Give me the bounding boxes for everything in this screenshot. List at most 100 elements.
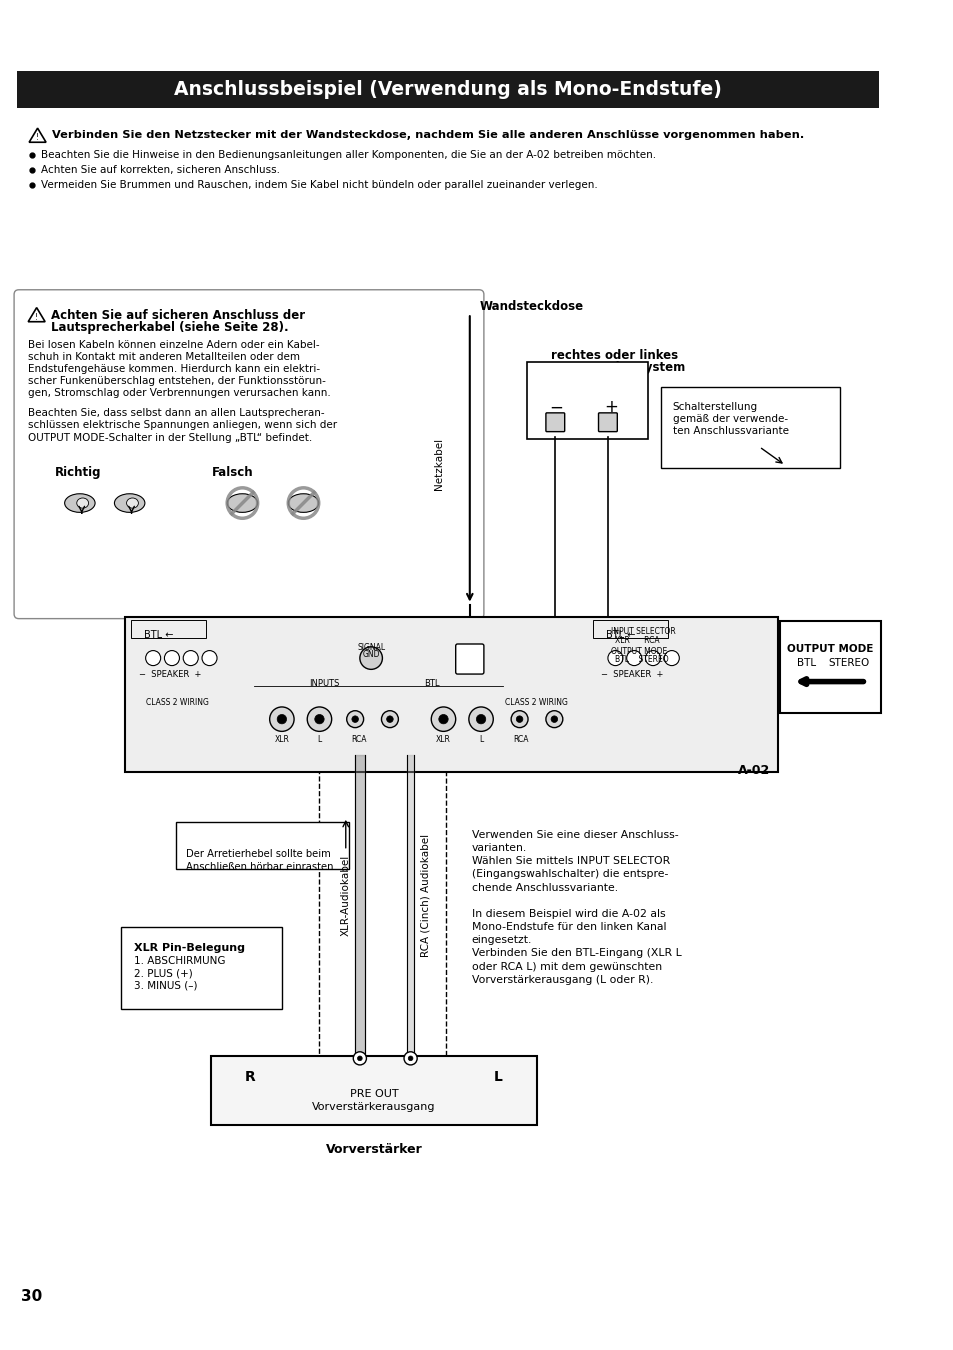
Text: !: !	[35, 312, 38, 321]
FancyBboxPatch shape	[527, 362, 648, 439]
Text: Lautsprechersystem: Lautsprechersystem	[550, 362, 685, 374]
Circle shape	[645, 651, 659, 666]
Text: Netzkabel: Netzkabel	[434, 437, 443, 490]
FancyBboxPatch shape	[212, 1056, 536, 1125]
Text: eingesetzt.: eingesetzt.	[471, 936, 532, 945]
Circle shape	[359, 647, 382, 670]
Text: INPUT SELECTOR: INPUT SELECTOR	[610, 628, 675, 636]
Circle shape	[408, 1056, 413, 1061]
Text: OUTPUT MODE-Schalter in der Stellung „BTL“ befindet.: OUTPUT MODE-Schalter in der Stellung „BT…	[29, 432, 313, 443]
Text: XLR: XLR	[274, 736, 289, 744]
Text: schlüssen elektrische Spannungen anliegen, wenn sich der: schlüssen elektrische Spannungen anliege…	[29, 420, 337, 431]
Text: Verwenden Sie eine dieser Anschluss-: Verwenden Sie eine dieser Anschluss-	[471, 830, 678, 840]
Text: XLR Pin-Belegung: XLR Pin-Belegung	[134, 942, 245, 953]
Text: Vorverstärkerausgang: Vorverstärkerausgang	[312, 1102, 436, 1112]
Text: BTL    STEREO: BTL STEREO	[615, 655, 668, 664]
Text: Anschließen hörbar einrasten.: Anschließen hörbar einrasten.	[186, 863, 336, 872]
Text: Vorverstärker: Vorverstärker	[325, 1143, 422, 1156]
Circle shape	[164, 651, 179, 666]
Text: Endstufengehäuse kommen. Hierdurch kann ein elektri-: Endstufengehäuse kommen. Hierdurch kann …	[29, 364, 320, 374]
Circle shape	[381, 710, 398, 728]
Text: oder RCA L) mit dem gewünschten: oder RCA L) mit dem gewünschten	[471, 961, 661, 972]
Text: SIGNAL: SIGNAL	[356, 643, 385, 652]
Ellipse shape	[114, 494, 145, 513]
Text: gen, Stromschlag oder Verbrennungen verursachen kann.: gen, Stromschlag oder Verbrennungen veru…	[29, 389, 331, 398]
Text: A-02: A-02	[738, 764, 770, 778]
FancyBboxPatch shape	[456, 644, 483, 674]
Text: Schalterstellung: Schalterstellung	[672, 401, 757, 412]
FancyBboxPatch shape	[659, 387, 839, 468]
FancyBboxPatch shape	[17, 70, 879, 108]
Text: Richtig: Richtig	[54, 466, 101, 479]
Text: BTL ←: BTL ←	[144, 630, 172, 640]
Text: RCA: RCA	[513, 736, 529, 744]
Text: varianten.: varianten.	[471, 844, 526, 853]
Circle shape	[202, 651, 217, 666]
Circle shape	[183, 651, 198, 666]
Ellipse shape	[288, 494, 318, 513]
Circle shape	[551, 716, 558, 722]
Text: −: −	[549, 398, 562, 416]
Text: gemäß der verwende-: gemäß der verwende-	[672, 414, 787, 424]
Ellipse shape	[227, 494, 257, 513]
Text: L: L	[478, 736, 482, 744]
Text: Verbinden Sie den Netzstecker mit der Wandsteckdose, nachdem Sie alle anderen An: Verbinden Sie den Netzstecker mit der Wa…	[51, 130, 803, 140]
Text: ten Anschlussvariante: ten Anschlussvariante	[672, 427, 788, 436]
Circle shape	[438, 714, 448, 724]
Circle shape	[545, 710, 562, 728]
FancyBboxPatch shape	[131, 620, 206, 639]
Text: RCA (Cinch) Audiokabel: RCA (Cinch) Audiokabel	[420, 834, 430, 957]
FancyBboxPatch shape	[592, 620, 667, 639]
Text: rechtes oder linkes: rechtes oder linkes	[550, 348, 677, 362]
Circle shape	[353, 1052, 366, 1065]
Ellipse shape	[65, 494, 95, 513]
Circle shape	[357, 1056, 362, 1061]
Text: PRE OUT: PRE OUT	[350, 1089, 397, 1099]
Circle shape	[511, 710, 528, 728]
Text: Vorverstärkerausgang (L oder R).: Vorverstärkerausgang (L oder R).	[471, 975, 653, 984]
FancyBboxPatch shape	[175, 822, 348, 868]
Ellipse shape	[76, 498, 89, 508]
Text: STEREO: STEREO	[828, 657, 869, 668]
Circle shape	[663, 651, 679, 666]
Circle shape	[516, 716, 522, 722]
FancyBboxPatch shape	[779, 621, 881, 713]
Text: CLASS 2 WIRING: CLASS 2 WIRING	[505, 698, 568, 707]
Text: schuh in Kontakt mit anderen Metallteilen oder dem: schuh in Kontakt mit anderen Metallteile…	[29, 352, 300, 362]
Circle shape	[468, 707, 493, 732]
FancyBboxPatch shape	[598, 413, 617, 432]
Text: 2. PLUS (+): 2. PLUS (+)	[134, 968, 193, 979]
Text: XLR      RCA: XLR RCA	[615, 636, 659, 644]
Text: XLR-Audiokabel: XLR-Audiokabel	[340, 855, 351, 937]
Text: Wandsteckdose: Wandsteckdose	[478, 300, 582, 313]
Text: OUTPUT MODE: OUTPUT MODE	[786, 644, 873, 653]
Text: Anschlussbeispiel (Verwendung als Mono-Endstufe): Anschlussbeispiel (Verwendung als Mono-E…	[174, 80, 721, 99]
Text: (Eingangswahlschalter) die entspre-: (Eingangswahlschalter) die entspre-	[471, 869, 667, 879]
Circle shape	[626, 651, 641, 666]
Text: Der Arretierhebel sollte beim: Der Arretierhebel sollte beim	[186, 849, 331, 859]
Text: Lautsprecherkabel (siehe Seite 28).: Lautsprecherkabel (siehe Seite 28).	[51, 321, 288, 333]
Circle shape	[476, 714, 485, 724]
Text: Wählen Sie mittels INPUT SELECTOR: Wählen Sie mittels INPUT SELECTOR	[471, 856, 669, 867]
Text: Verbinden Sie den BTL-Eingang (XLR L: Verbinden Sie den BTL-Eingang (XLR L	[471, 949, 680, 958]
Text: Falsch: Falsch	[212, 466, 253, 479]
Text: −  SPEAKER  +: − SPEAKER +	[600, 671, 663, 679]
Text: INPUTS: INPUTS	[309, 679, 339, 687]
Circle shape	[607, 651, 622, 666]
Text: Beachten Sie die Hinweise in den Bedienungsanleitungen aller Komponenten, die Si: Beachten Sie die Hinweise in den Bedienu…	[41, 150, 656, 161]
Circle shape	[270, 707, 294, 732]
Circle shape	[352, 716, 358, 722]
FancyBboxPatch shape	[121, 927, 281, 1010]
Text: scher Funkenüberschlag entstehen, der Funktionsstörun-: scher Funkenüberschlag entstehen, der Fu…	[29, 377, 326, 386]
Text: RCA: RCA	[351, 736, 366, 744]
Text: XLR: XLR	[436, 736, 451, 744]
Text: Achten Sie auf korrekten, sicheren Anschluss.: Achten Sie auf korrekten, sicheren Ansch…	[41, 166, 280, 176]
Circle shape	[431, 707, 456, 732]
FancyBboxPatch shape	[14, 290, 483, 618]
Text: !: !	[36, 134, 39, 142]
Text: L: L	[493, 1071, 502, 1084]
Circle shape	[346, 710, 363, 728]
FancyBboxPatch shape	[125, 617, 777, 772]
Text: CLASS 2 WIRING: CLASS 2 WIRING	[146, 698, 209, 707]
Text: Mono-Endstufe für den linken Kanal: Mono-Endstufe für den linken Kanal	[471, 922, 665, 931]
